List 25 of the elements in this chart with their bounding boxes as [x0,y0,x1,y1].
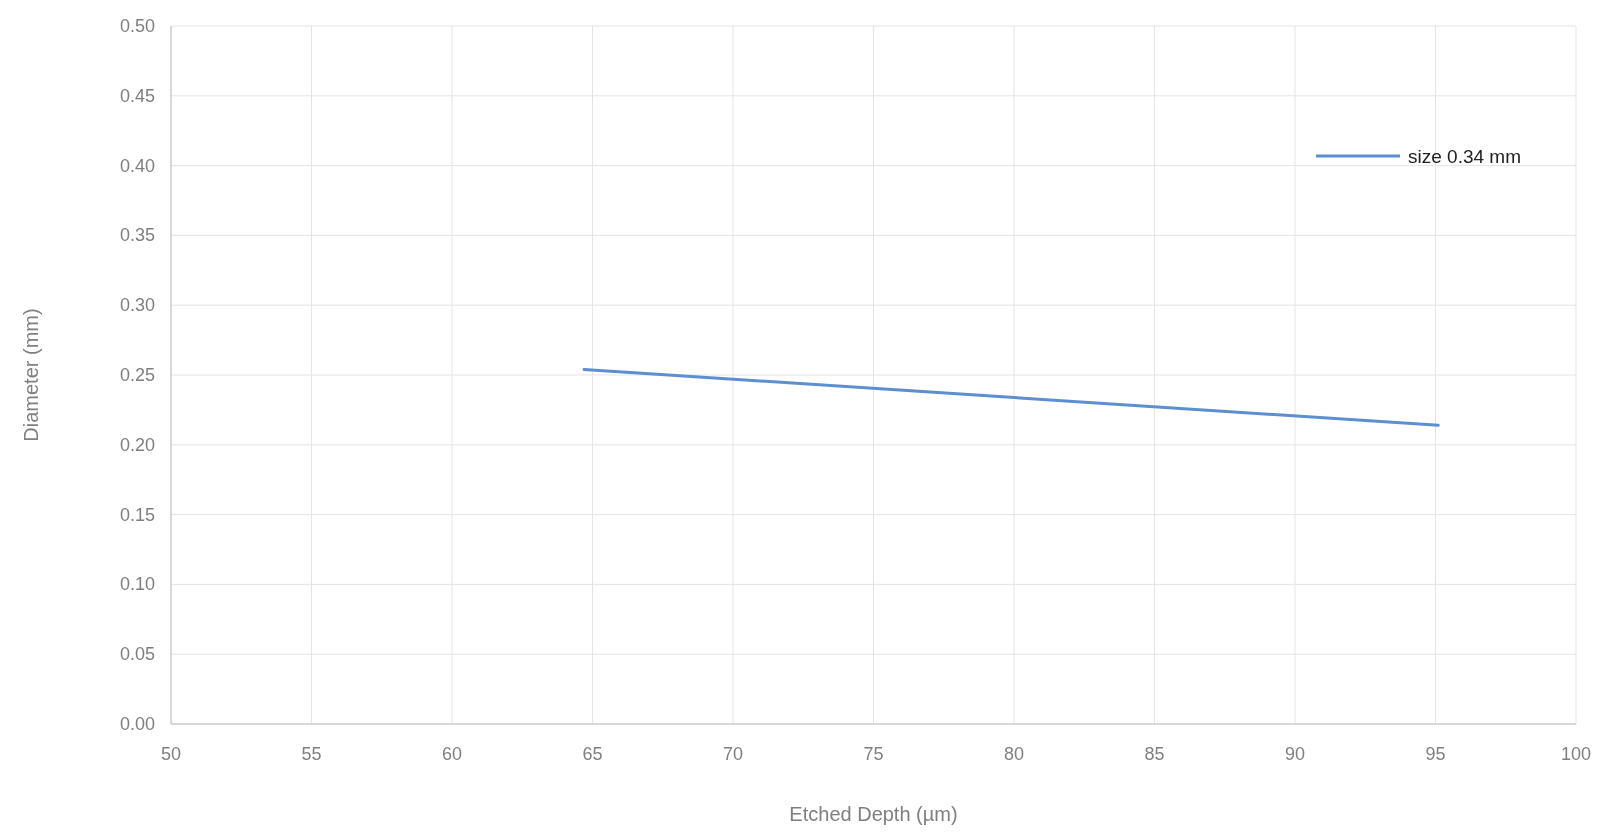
y-axis-title: Diameter (mm) [20,308,42,442]
x-tick-label: 95 [1425,744,1446,764]
y-tick-label: 0.35 [119,225,155,246]
x-tick-label: 80 [1003,744,1025,764]
x-tick-label: 75 [863,744,884,764]
x-tick-label: 85 [1144,744,1165,764]
y-tick-label: 0.30 [119,295,155,316]
legend-label: size 0.34 mm [1408,146,1521,167]
x-tick-label: 70 [722,744,744,764]
y-tick-label: 0.25 [119,365,155,385]
y-tick-label: 0.05 [119,644,155,665]
y-tick-label: 0.50 [119,16,155,36]
x-tick-label: 60 [441,744,463,764]
y-tick-label: 0.10 [119,574,155,595]
y-tick-label: 0.20 [119,434,155,455]
y-tick-label: 0.15 [119,504,155,525]
x-tick-label: 55 [301,744,322,764]
x-tick-label: 65 [582,744,603,764]
y-tick-label: 0.45 [119,85,155,106]
x-tick-label: 100 [1560,744,1592,764]
x-axis-title: Etched Depth (µm) [789,803,958,825]
y-tick-label: 0.40 [119,155,155,176]
y-tick-label: 0.00 [119,714,155,734]
x-tick-label: 50 [160,744,182,764]
x-tick-label: 90 [1284,744,1306,764]
